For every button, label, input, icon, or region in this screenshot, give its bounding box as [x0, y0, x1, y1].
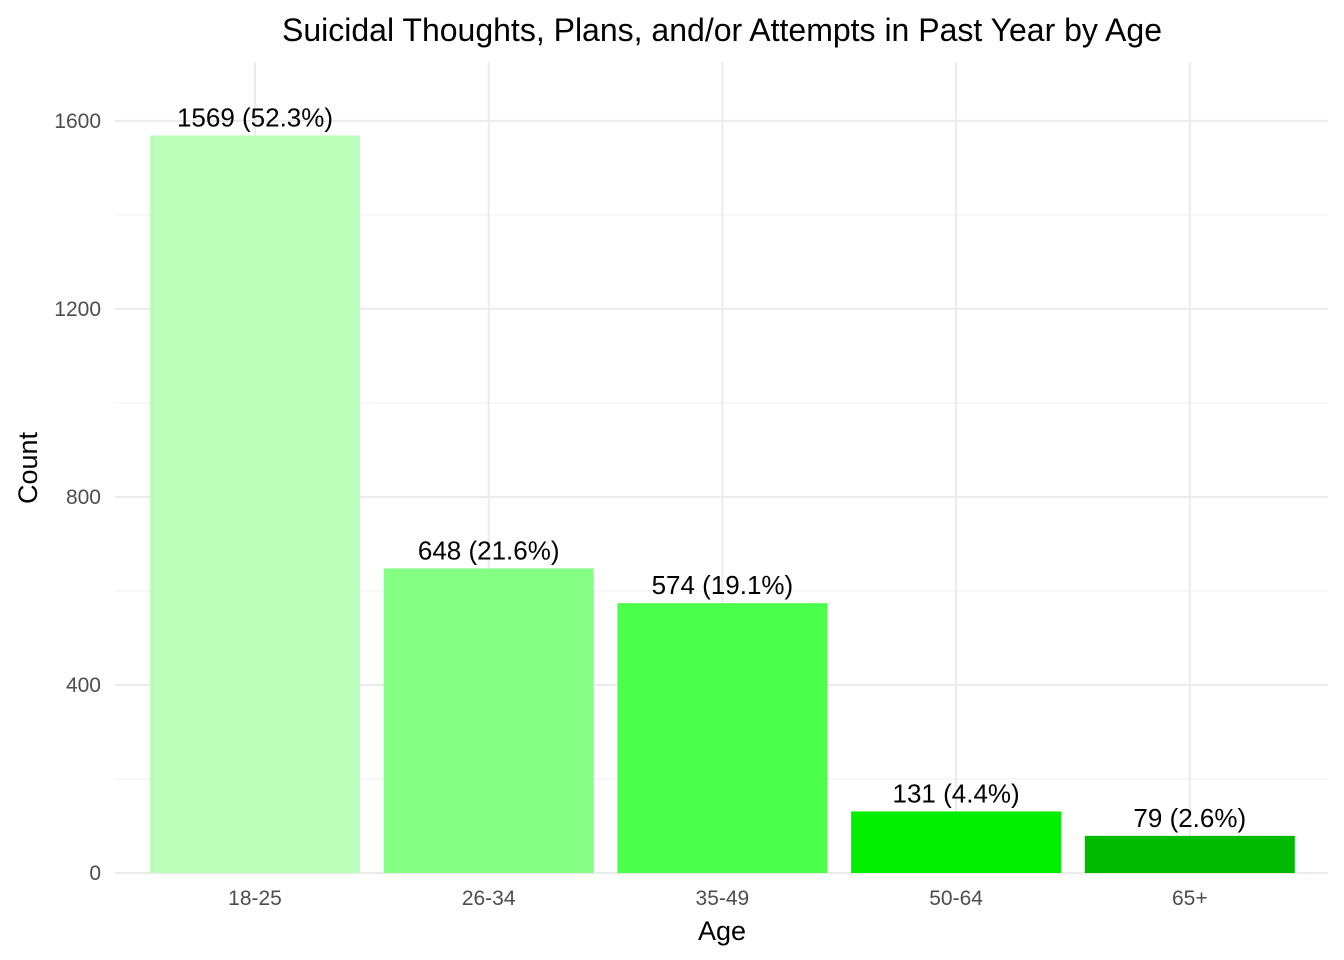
x-tick-label: 18-25 — [228, 887, 282, 910]
y-tick-label: 800 — [66, 486, 101, 509]
x-tick-label: 50-64 — [929, 887, 983, 910]
x-axis-ticks: 18-25 26-34 35-49 50-64 65+ — [228, 887, 1207, 910]
bar-labels: 1569 (52.3%) 648 (21.6%) 574 (19.1%) 131 (4… — [177, 102, 1246, 832]
bar-data-label: 131 (4.4%) — [893, 778, 1020, 808]
bar-50-64 — [851, 811, 1062, 873]
bar-data-label: 1569 (52.3%) — [177, 102, 333, 132]
x-tick-label: 65+ — [1172, 887, 1208, 910]
y-axis-ticks: 0 400 800 1200 1600 — [54, 110, 101, 885]
bar-26-34 — [383, 568, 594, 873]
bar-data-label: 79 (2.6%) — [1133, 803, 1246, 833]
y-tick-label: 1600 — [54, 110, 101, 133]
chart-title: Suicidal Thoughts, Plans, and/or Attempt… — [282, 12, 1162, 48]
bar-65+ — [1084, 835, 1295, 873]
bars — [150, 135, 1295, 874]
x-tick-label: 26-34 — [462, 887, 516, 910]
bar-data-label: 574 (19.1%) — [652, 570, 794, 600]
y-axis-title: Count — [13, 431, 43, 504]
y-tick-label: 1200 — [54, 298, 101, 321]
y-tick-label: 400 — [66, 674, 101, 697]
bar-35-49 — [617, 603, 828, 873]
bar-data-label: 648 (21.6%) — [418, 535, 560, 565]
x-tick-label: 35-49 — [696, 887, 750, 910]
bar-18-25 — [150, 135, 360, 874]
x-axis-title: Age — [698, 916, 746, 946]
y-tick-label: 0 — [89, 862, 101, 885]
